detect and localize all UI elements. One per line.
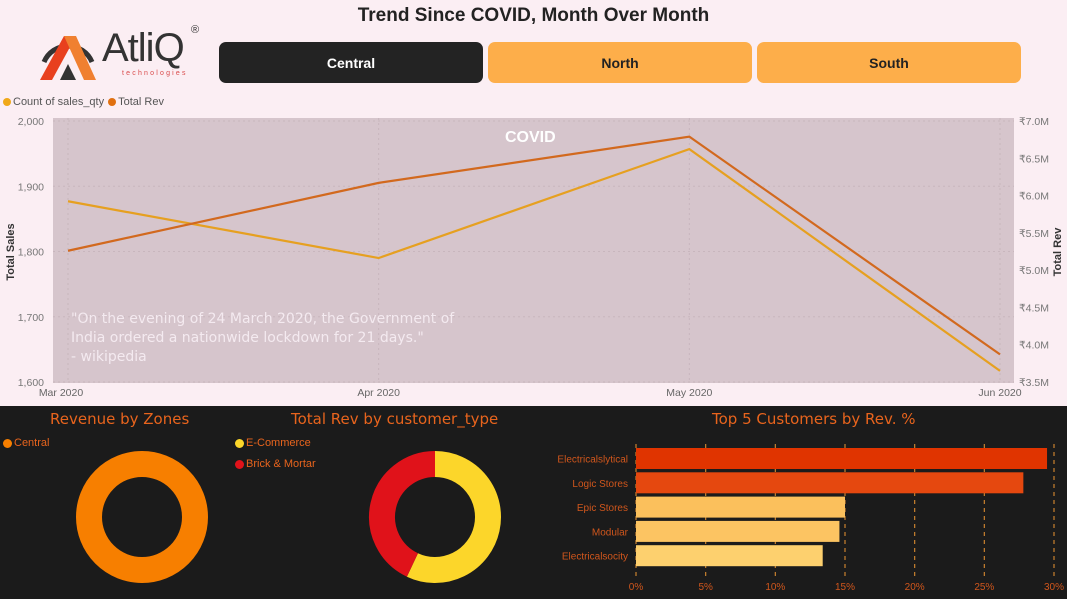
quote-line: "On the evening of 24 March 2020, the Go… [71,311,455,327]
series-line-total-rev[interactable] [67,135,1001,356]
plot-area [53,118,1014,383]
customer-type-chart-title: Total Rev by customer_type [291,410,499,428]
bar-electricalsocity[interactable] [636,545,823,567]
x-tick-label: 5% [698,582,713,593]
x-tick-label: 20% [905,582,925,593]
atliq-logo-icon [40,36,96,80]
logo-name: AtliQ [102,26,185,70]
y-tick-label: 2,000 [18,116,44,128]
zone-button-south[interactable]: South [757,42,1021,83]
y2-tick-label: ₹6.5M [1019,153,1049,165]
legend-dot-icon [235,438,244,448]
zones-chart-title: Revenue by Zones [50,410,190,428]
series-line-sales-qty[interactable] [67,147,1001,372]
y2-tick-label: ₹4.5M [1019,302,1049,314]
top-customers-bar-chart: 0% 5% 10% 15% 20% 25% 30% Electricalslytical Log… [557,444,1064,593]
x-tick-label: 15% [835,582,855,593]
customer-type-donut-chart [369,451,501,583]
y2-axis-label: Total Rev [1052,227,1064,277]
top-customers-chart-title: Top 5 Customers by Rev. % [712,410,916,428]
y2-tick-label: ₹7.0M [1019,116,1049,128]
x-tick-label: 30% [1044,582,1064,593]
legend-item-sales-qty[interactable]: Count of sales_qty [3,96,104,108]
covid-annotation: COVID [505,129,556,146]
y2-tick-label: ₹6.0M [1019,191,1049,203]
x-tick-label: 10% [765,582,785,593]
logo-registered: ® [191,24,200,36]
summary-section: Revenue by Zones Central Total Rev by cu… [0,406,1067,599]
legend-label: Count of sales_qty [13,96,105,108]
bar-electricalslytical[interactable] [636,448,1048,469]
y2-tick-label: ₹3.5M [1019,377,1049,389]
logo-tagline: technologies [122,70,188,77]
legend-label: E-Commerce [246,437,311,449]
y2-tick-label: ₹5.0M [1019,265,1049,277]
donut-slice-brick-mortar[interactable] [369,451,436,577]
donut-slice-e-commerce[interactable] [406,451,501,583]
category-label: Epic Stores [577,503,628,514]
zones-donut-chart [76,451,208,583]
zone-button-central[interactable]: Central [219,42,483,83]
quote-source: - wikipedia [71,349,147,365]
category-label: Modular [592,527,629,538]
y-tick-label: 1,800 [18,247,44,259]
quote-line: India ordered a nationwide lockdown for … [71,330,424,346]
legend-label: Central [14,437,50,449]
lockdown-quote: "On the evening of 24 March 2020, the Go… [71,310,454,367]
trend-line-chart: 1,600 1,700 1,800 1,900 2,000 ₹3.5M ₹4.0M ₹4.5… [5,116,1064,399]
x-tick-label: 0% [629,582,644,593]
y-tick-label: 1,700 [18,312,44,324]
legend-item-central[interactable]: Central [3,437,49,449]
atliq-logo: AtliQ ® technologies [36,24,211,84]
category-label: Electricalslytical [557,455,628,466]
bar-epic-stores[interactable] [636,496,845,518]
legend-item-ecommerce[interactable]: E-Commerce [235,437,311,449]
x-tick-label: Jun 2020 [978,387,1021,399]
legend-dot-icon [3,438,12,448]
legend-label: Brick & Mortar [246,458,316,470]
page-title: Trend Since COVID, Month Over Month [357,5,710,26]
bar-modular[interactable] [636,520,840,542]
category-label: Electricalsocity [562,552,628,563]
x-tick-label: Apr 2020 [357,387,400,399]
trend-legend: Count of sales_qty Total Rev [3,96,164,108]
trend-section: Trend Since COVID, Month Over Month Atli… [3,5,1064,399]
x-tick-label: Mar 2020 [39,387,84,399]
legend-dot-icon [235,459,244,469]
legend-dot-icon [3,98,11,106]
donut-slice-central[interactable] [76,451,208,583]
legend-item-total-rev[interactable]: Total Rev [108,96,164,108]
legend-label: Total Rev [118,96,164,108]
y2-tick-label: ₹5.5M [1019,228,1049,240]
legend-item-brick-mortar[interactable]: Brick & Mortar [235,458,316,470]
x-tick-label: 25% [974,582,994,593]
category-label: Logic Stores [572,479,628,490]
y-tick-label: 1,900 [18,181,44,193]
y-axis-label: Total Sales [5,223,17,280]
zone-button-north[interactable]: North [488,42,752,83]
y-tick-label: 1,600 [18,377,44,389]
bar-logic-stores[interactable] [636,472,1024,494]
x-tick-label: May 2020 [666,387,712,399]
y2-tick-label: ₹4.0M [1019,340,1049,352]
legend-dot-icon [108,98,117,106]
